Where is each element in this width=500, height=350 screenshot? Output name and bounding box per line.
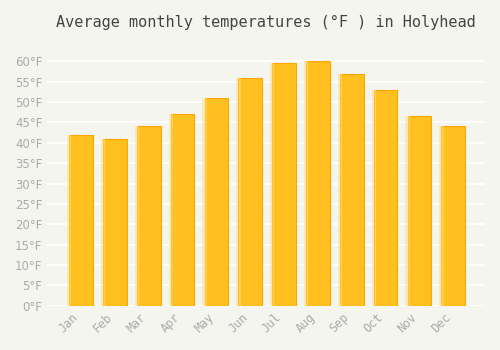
Bar <box>171 114 194 306</box>
Bar <box>338 74 342 306</box>
Bar <box>67 135 71 306</box>
Bar <box>440 126 444 306</box>
Bar <box>135 126 139 306</box>
Bar <box>306 61 330 306</box>
Bar <box>272 63 296 306</box>
Bar <box>202 98 206 306</box>
Bar <box>101 139 105 306</box>
Bar <box>103 139 127 306</box>
Bar <box>374 90 398 306</box>
Title: Average monthly temperatures (°F ) in Holyhead: Average monthly temperatures (°F ) in Ho… <box>56 15 476 30</box>
Bar <box>238 78 262 306</box>
Bar <box>168 114 173 306</box>
Bar <box>70 135 93 306</box>
Bar <box>204 98 229 306</box>
Bar <box>406 116 409 306</box>
Bar <box>236 78 240 306</box>
Bar <box>442 126 465 306</box>
Bar <box>304 61 308 306</box>
Bar <box>137 126 160 306</box>
Bar <box>372 90 376 306</box>
Bar <box>340 74 363 306</box>
Bar <box>270 63 274 306</box>
Bar <box>408 116 432 306</box>
